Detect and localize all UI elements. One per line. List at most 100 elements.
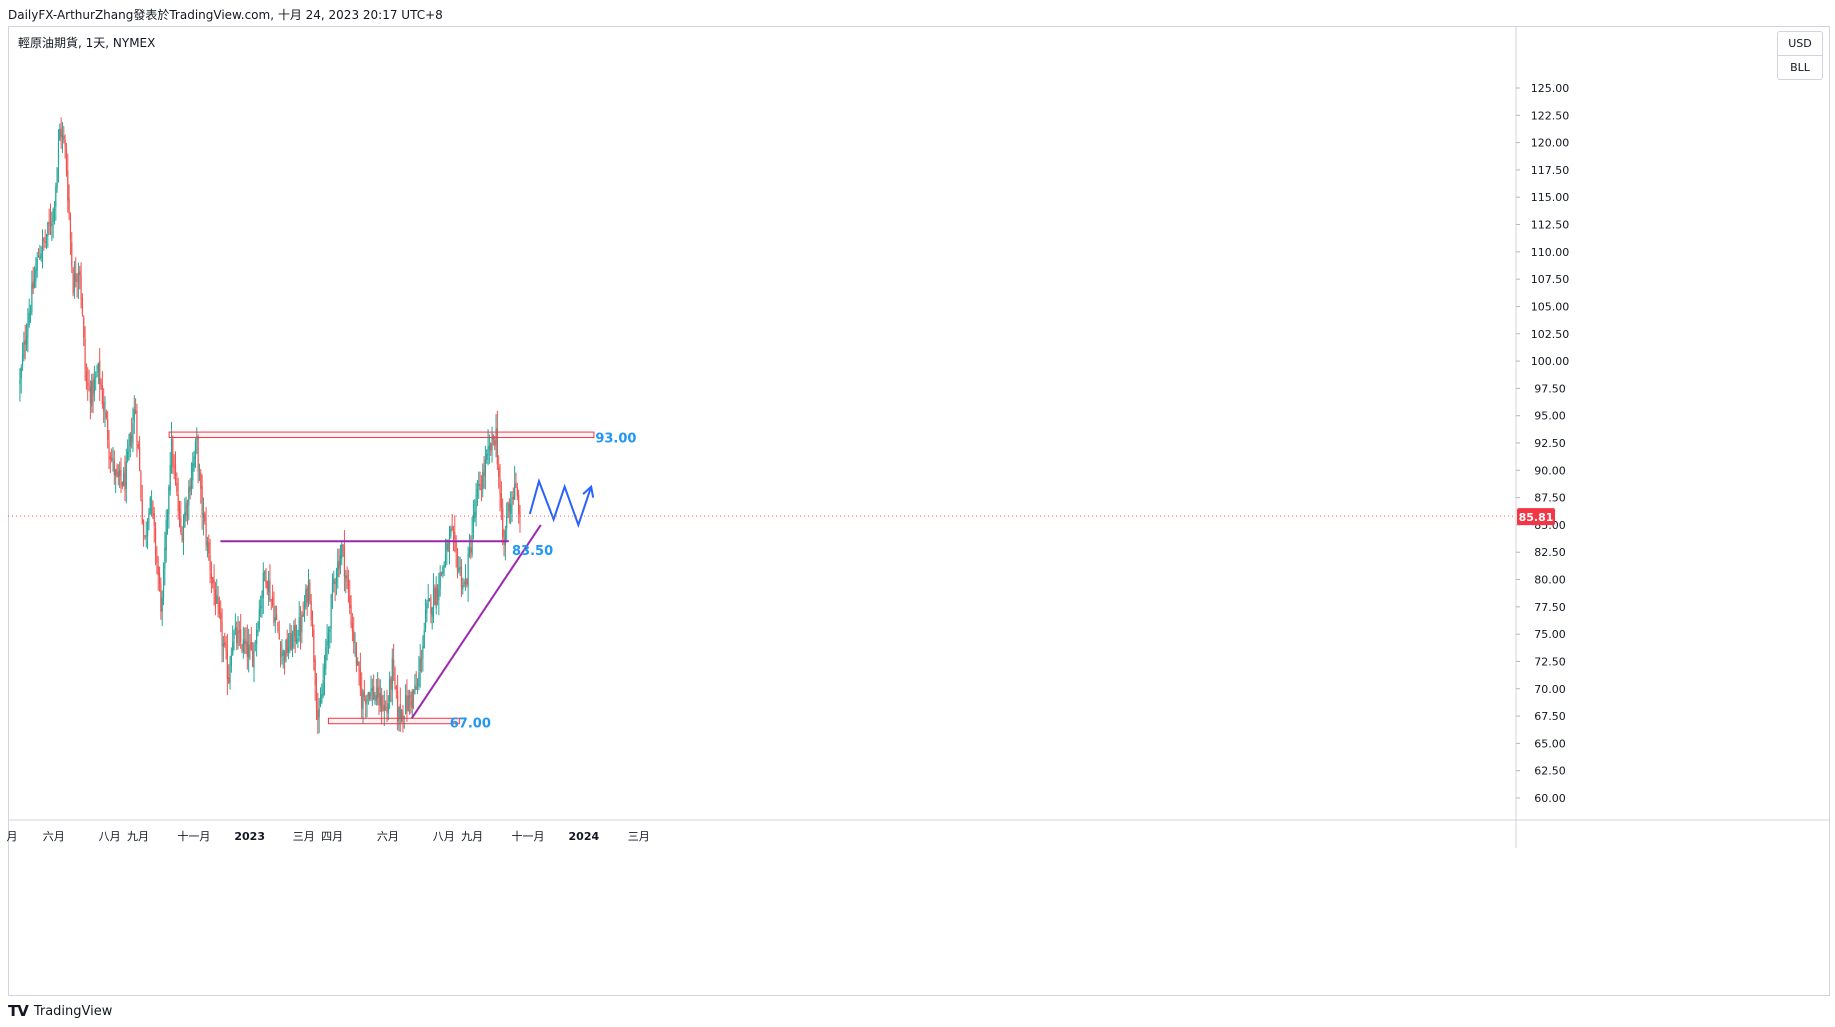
candle-body <box>506 516 508 529</box>
candle <box>154 522 157 566</box>
candle <box>490 442 492 457</box>
candle-body <box>334 581 336 585</box>
candle-body <box>467 553 469 587</box>
candle-body <box>252 650 254 667</box>
candle-body <box>236 627 238 643</box>
candle <box>363 679 365 702</box>
y-tick-label: 97.50 <box>1534 382 1566 395</box>
candle <box>382 694 384 712</box>
candle <box>170 421 173 474</box>
candle-body <box>109 456 111 460</box>
candle <box>59 123 61 141</box>
candle-body <box>455 540 457 552</box>
candle-body <box>254 641 256 643</box>
candle-body <box>83 317 85 338</box>
attribution-header: DailyFX-ArthurZhang發表於TradingView.com, 十… <box>8 8 443 22</box>
candle <box>265 567 267 589</box>
y-tick-label: 120.00 <box>1531 137 1570 150</box>
candle <box>333 570 335 593</box>
candle-body <box>444 553 447 567</box>
candle-body <box>121 482 123 487</box>
candle-body <box>36 258 38 271</box>
candle <box>165 509 167 563</box>
candle-body <box>250 642 252 651</box>
candle <box>112 446 114 472</box>
candle <box>458 556 460 574</box>
candle <box>450 525 452 539</box>
candle <box>494 435 496 451</box>
candle <box>241 643 243 654</box>
candle-body <box>57 143 60 166</box>
candle <box>217 586 219 618</box>
candle-body <box>347 580 350 594</box>
candle-body <box>193 456 195 467</box>
projection-arrowhead <box>582 484 595 498</box>
candle <box>422 635 424 672</box>
candle-body <box>291 635 294 648</box>
candle <box>139 435 141 472</box>
candle <box>487 429 489 466</box>
candle-body <box>507 501 509 518</box>
candle-body <box>153 513 155 526</box>
candle <box>325 638 327 676</box>
chart-panel[interactable] <box>8 26 1830 996</box>
candle <box>367 691 369 705</box>
candle <box>442 565 444 578</box>
candle <box>491 426 493 463</box>
candle-body <box>24 339 26 345</box>
candle-body <box>119 469 121 477</box>
candle <box>64 134 66 159</box>
candle <box>144 534 146 540</box>
candle <box>398 706 400 732</box>
candle-body <box>186 505 189 508</box>
candle-body <box>47 222 49 237</box>
candle <box>168 484 170 529</box>
candle-body <box>178 508 181 515</box>
support-zone <box>327 717 460 725</box>
candle <box>224 632 226 648</box>
candle-body <box>101 385 103 405</box>
candle <box>161 590 163 627</box>
candle <box>53 201 56 225</box>
candle-body <box>301 615 303 632</box>
candle-body <box>349 595 351 608</box>
candle-body <box>286 637 288 654</box>
candle <box>52 207 54 239</box>
candle <box>322 663 324 699</box>
candle <box>39 244 41 260</box>
candle <box>278 620 280 640</box>
candle <box>314 655 316 701</box>
candle-body <box>303 605 306 615</box>
candle <box>137 441 139 450</box>
candle <box>323 655 326 696</box>
candle-body <box>329 629 331 632</box>
candle-body <box>354 642 356 644</box>
projection-path <box>528 478 593 528</box>
candle <box>56 167 58 193</box>
currency-unit-box[interactable]: USD BLL <box>1777 31 1823 80</box>
candle <box>33 266 36 289</box>
candle-body <box>116 467 118 475</box>
candle-body <box>100 381 102 388</box>
candle-body <box>51 223 53 226</box>
candle <box>468 533 471 558</box>
y-tick-label: 77.50 <box>1534 601 1566 614</box>
price-annotation: 83.50 <box>512 544 553 559</box>
price-axis: 125.00 122.50 120.00 117.50 115.00 112.50 110.… <box>1516 82 1569 805</box>
candle-body <box>375 695 377 701</box>
candle-body <box>41 238 44 254</box>
candle <box>302 601 304 617</box>
candle-body <box>342 544 344 547</box>
candle-body <box>210 573 213 579</box>
candle <box>237 616 239 650</box>
candle-body <box>103 401 105 411</box>
candle-body <box>108 440 110 454</box>
candle <box>420 649 423 673</box>
candle-body <box>185 502 187 516</box>
candle <box>358 661 360 686</box>
candle <box>121 481 123 490</box>
candle <box>25 323 28 352</box>
candle-body <box>233 631 235 640</box>
candle <box>331 573 334 609</box>
